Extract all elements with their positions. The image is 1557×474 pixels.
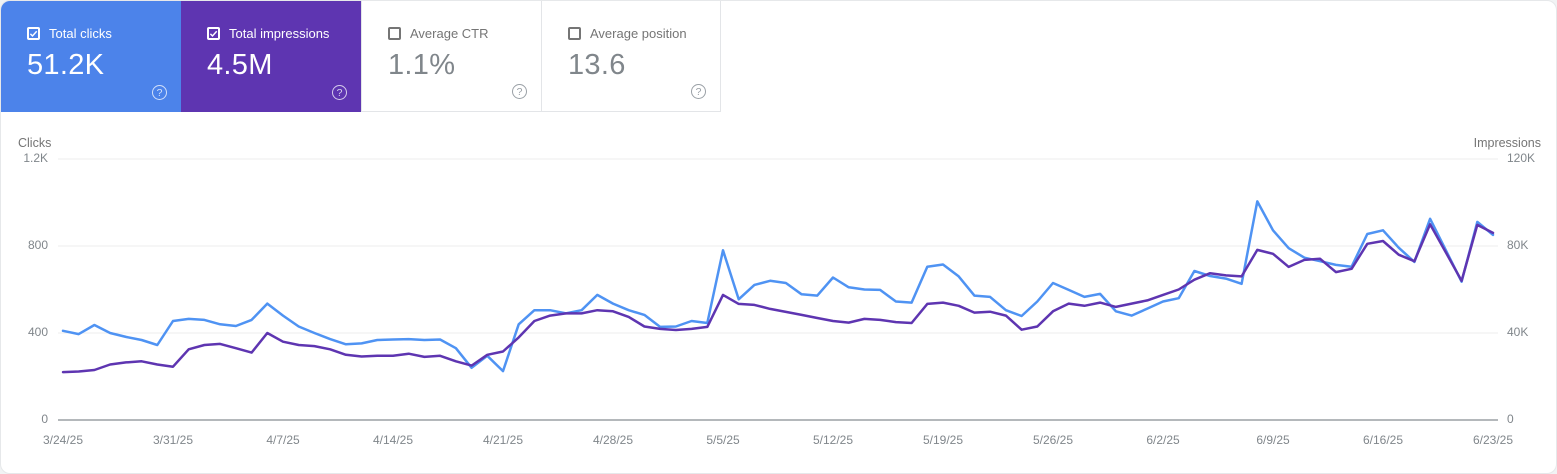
total-impressions-checkbox[interactable] [207,27,220,40]
date-axis-tick: 6/9/25 [1256,433,1290,447]
metric-value: 13.6 [568,49,626,81]
date-axis-tick: 4/21/25 [482,433,524,447]
metric-cards-row: Total clicks 51.2K ? Total impressions 4… [1,1,721,112]
date-axis-tick: 4/7/25 [266,433,300,447]
left-axis-tick: 800 [27,238,48,252]
date-axis-tick: 5/12/25 [812,433,854,447]
metric-label: Total impressions [229,26,330,41]
help-icon[interactable]: ? [512,84,527,99]
metric-card-total-impressions[interactable]: Total impressions 4.5M ? [181,1,361,112]
right-axis-tick: 120K [1507,151,1536,165]
date-axis-tick: 4/28/25 [592,433,634,447]
left-axis-tick: 1.2K [23,151,48,165]
help-icon[interactable]: ? [152,85,167,100]
metric-value: 51.2K [27,49,105,81]
clicks-line [61,200,1495,373]
right-axis-tick: 80K [1507,238,1529,252]
metric-card-total-clicks[interactable]: Total clicks 51.2K ? [1,1,181,112]
date-axis-tick: 5/5/25 [706,433,740,447]
metric-value: 1.1% [388,49,456,81]
impressions-line [61,223,1495,374]
date-axis-tick: 4/14/25 [372,433,414,447]
left-axis-tick: 0 [41,412,48,426]
date-axis-tick: 6/16/25 [1362,433,1404,447]
average-ctr-checkbox[interactable] [388,27,401,40]
metric-label: Average position [590,26,687,41]
metric-card-average-position[interactable]: Average position 13.6 ? [541,1,721,112]
date-axis-tick: 3/31/25 [152,433,194,447]
checkmark-icon [209,30,218,37]
date-axis-tick: 6/23/25 [1472,433,1514,447]
date-axis-tick: 6/2/25 [1146,433,1180,447]
metric-label: Total clicks [49,26,112,41]
right-axis-tick: 40K [1507,325,1529,339]
metric-label: Average CTR [410,26,489,41]
date-axis-tick: 5/19/25 [922,433,964,447]
help-icon[interactable]: ? [691,84,706,99]
left-axis-tick: 400 [27,325,48,339]
right-axis-caption: Impressions [1473,136,1541,150]
checkmark-icon [29,30,38,37]
date-axis-tick: 3/24/25 [42,433,84,447]
date-axis-tick: 5/26/25 [1032,433,1074,447]
help-icon[interactable]: ? [332,85,347,100]
total-clicks-checkbox[interactable] [27,27,40,40]
right-axis-tick: 0 [1507,412,1514,426]
metric-card-average-ctr[interactable]: Average CTR 1.1% ? [361,1,541,112]
average-position-checkbox[interactable] [568,27,581,40]
metric-value: 4.5M [207,49,273,81]
left-axis-caption: Clicks [18,136,52,150]
